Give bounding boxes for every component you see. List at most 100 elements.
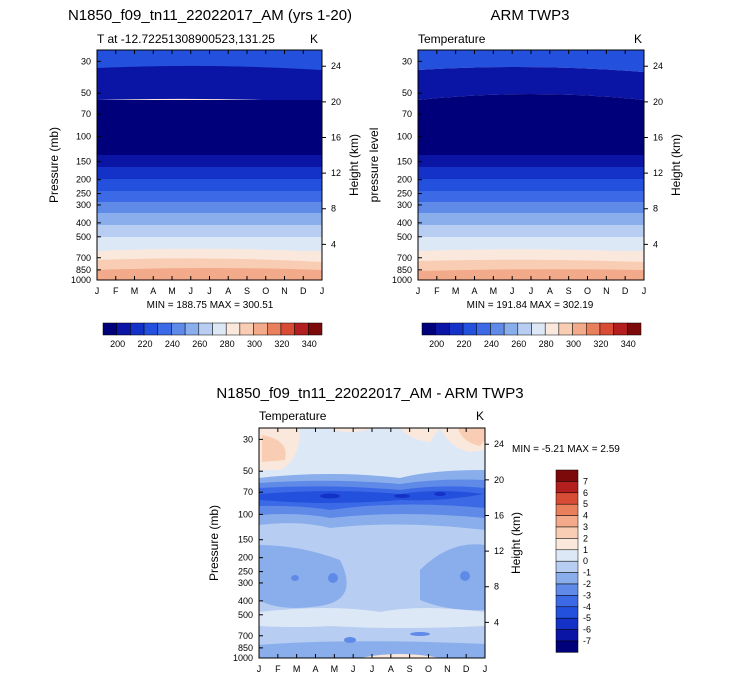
- panel-2-title: ARM TWP3: [491, 7, 570, 24]
- height-tick-label: 8: [653, 204, 658, 214]
- colorbar-label: 200: [429, 339, 444, 349]
- colorbar-swatch: [555, 492, 579, 505]
- x-tick-label: S: [244, 286, 250, 296]
- x-tick-label: J: [95, 286, 100, 296]
- colorbar-swatch: [586, 322, 601, 336]
- panel-1-minmax: MIN = 188.75 MAX = 300.51: [147, 300, 274, 311]
- panel-3-ylabel-right: Height (km): [509, 512, 523, 574]
- colorbar-swatch: [555, 617, 579, 630]
- colorbar-label: 240: [484, 339, 499, 349]
- x-tick-label: M: [168, 286, 176, 296]
- panel-3-title: N1850_f09_tn11_22022017_AM - ARM TWP3: [216, 385, 523, 402]
- y-tick-label: 50: [81, 88, 91, 98]
- panel-1: N1850_f09_tn11_22022017_AM (yrs 1-20) T …: [47, 7, 361, 349]
- colorbar-swatch: [517, 322, 532, 336]
- y-tick-label: 150: [238, 535, 253, 545]
- colorbar-swatch: [555, 515, 579, 528]
- colorbar-label: 220: [457, 339, 472, 349]
- x-tick-label: D: [463, 664, 470, 674]
- colorbar-label: -2: [583, 579, 591, 589]
- x-tick-label: M: [331, 664, 339, 674]
- colorbar-label: 3: [583, 522, 588, 532]
- panel-3-ylabel: Pressure (mb): [207, 505, 221, 581]
- y-tick-label: 30: [81, 56, 91, 66]
- x-tick-label: J: [189, 286, 194, 296]
- x-tick-label: D: [300, 286, 307, 296]
- colorbar-label: 260: [192, 339, 207, 349]
- x-tick-label: A: [150, 286, 156, 296]
- colorbar-swatch: [555, 469, 579, 482]
- colorbar-swatch: [555, 549, 579, 562]
- y-tick-label: 1000: [392, 275, 412, 285]
- x-tick-label: S: [407, 664, 413, 674]
- x-tick-label: N: [281, 286, 288, 296]
- x-tick-label: N: [444, 664, 451, 674]
- x-tick-label: O: [262, 286, 269, 296]
- panel-2-subtitle: Temperature: [418, 32, 486, 46]
- colorbar-label: 220: [138, 339, 153, 349]
- height-tick-label: 20: [494, 475, 504, 485]
- colorbar-swatch: [267, 322, 282, 336]
- colorbar-swatch: [476, 322, 491, 336]
- colorbar-swatch: [555, 583, 579, 596]
- x-tick-label: M: [293, 664, 301, 674]
- colorbar-swatch: [531, 322, 546, 336]
- colorbar-label: 6: [583, 488, 588, 498]
- y-tick-label: 100: [397, 131, 412, 141]
- y-tick-label: 700: [238, 631, 253, 641]
- y-tick-label: 50: [402, 88, 412, 98]
- colorbar-swatch: [555, 595, 579, 608]
- height-tick-label: 4: [494, 617, 499, 627]
- panel-1-subtitle: T at -12.72251308900523,131.25: [97, 32, 275, 46]
- colorbar-swatch: [198, 322, 213, 336]
- colorbar-swatch: [184, 322, 200, 336]
- height-tick-label: 12: [494, 546, 504, 556]
- height-tick-label: 24: [494, 439, 504, 449]
- colorbar-label: -7: [583, 636, 591, 646]
- colorbar-label: 320: [274, 339, 289, 349]
- x-tick-label: A: [312, 664, 318, 674]
- height-tick-label: 4: [653, 239, 658, 249]
- x-tick-label: A: [225, 286, 231, 296]
- colorbar-label: 340: [302, 339, 317, 349]
- x-tick-label: O: [584, 286, 591, 296]
- y-tick-label: 100: [76, 131, 91, 141]
- y-tick-label: 400: [397, 218, 412, 228]
- colorbar-label: 320: [593, 339, 608, 349]
- y-tick-label: 700: [397, 253, 412, 263]
- panel-3-unit: K: [476, 409, 484, 423]
- colorbar-swatch: [130, 322, 145, 336]
- colorbar-label: 300: [247, 339, 262, 349]
- height-tick-label: 8: [494, 582, 499, 592]
- y-tick-label: 850: [76, 265, 91, 275]
- colorbar-swatch: [171, 322, 186, 336]
- x-tick-label: J: [416, 286, 421, 296]
- y-tick-label: 250: [397, 189, 412, 199]
- height-tick-label: 16: [653, 132, 663, 142]
- colorbar-label: 280: [220, 339, 235, 349]
- height-tick-label: 12: [331, 168, 341, 178]
- y-tick-label: 200: [76, 175, 91, 185]
- panel-2: ARM TWP3 Temperature K pressure level He…: [367, 7, 683, 349]
- x-tick-label: J: [351, 664, 356, 674]
- x-tick-label: M: [131, 286, 139, 296]
- x-tick-label: A: [547, 286, 553, 296]
- colorbar-swatch: [294, 322, 309, 336]
- height-tick-label: 20: [331, 97, 341, 107]
- y-tick-label: 300: [76, 200, 91, 210]
- panel-2-ylabel: pressure level: [367, 128, 381, 203]
- height-tick-label: 16: [331, 132, 341, 142]
- x-tick-label: J: [642, 286, 647, 296]
- colorbar-swatch: [308, 322, 323, 336]
- colorbar-label: 7: [583, 476, 588, 486]
- panel-2-minmax: MIN = 191.84 MAX = 302.19: [467, 300, 594, 311]
- y-tick-label: 400: [238, 596, 253, 606]
- colorbar-swatch: [157, 322, 172, 336]
- panel-2-unit: K: [634, 32, 642, 46]
- colorbar-swatch: [280, 322, 295, 336]
- height-tick-label: 4: [331, 239, 336, 249]
- y-tick-label: 1000: [71, 275, 91, 285]
- y-tick-label: 300: [238, 578, 253, 588]
- colorbar-swatch: [555, 538, 579, 551]
- colorbar-label: 1: [583, 545, 588, 555]
